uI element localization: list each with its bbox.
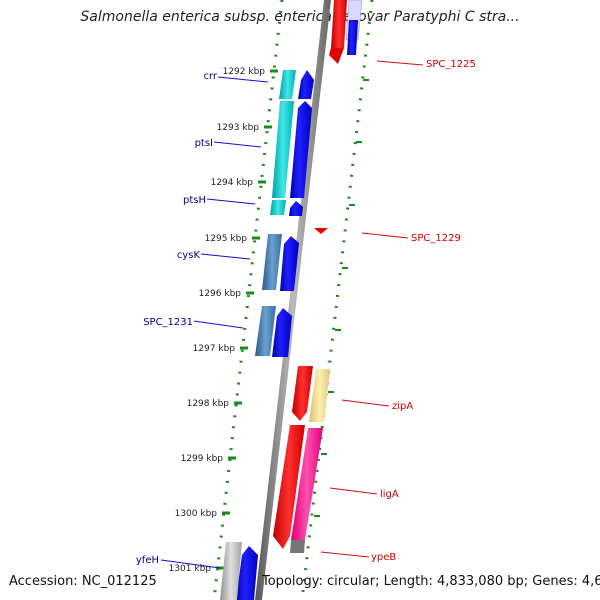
genome-backbone (255, 0, 331, 600)
gene-zipA-feature (292, 366, 313, 421)
gene-crr-feature (298, 70, 314, 99)
gene-ypeB-feature (290, 540, 305, 553)
gene-label-cysk[interactable]: cysK (177, 250, 201, 261)
gene-label-crr[interactable]: crr (203, 71, 217, 82)
gene-SPC1231-feature (272, 308, 292, 357)
kbp-ticks: 1292 kbp 1293 kbp 1294 kbp 1295 kbp 1296 kbp… (169, 67, 278, 574)
gene-label-spc1231[interactable]: SPC_1231 (143, 317, 193, 328)
tick-label: 1292 kbp (223, 67, 266, 77)
top-blue-feature-2 (347, 20, 358, 55)
zipA-yellow-feature (309, 369, 330, 422)
gene-cysK-feature (280, 236, 299, 291)
ligA-pink-feature (291, 428, 323, 540)
gene-label-ptsh[interactable]: ptsH (183, 195, 206, 206)
gc-dotted-ring-outer (300, 0, 374, 600)
topology-label: Topology: circular; Length: 4,833,080 bp… (262, 574, 600, 589)
accession-label: Accession: NC_012125 (9, 574, 157, 589)
other-left-features (220, 70, 296, 600)
gc-dotted-ring-inner (212, 0, 284, 600)
tick-label: 1298 kbp (187, 399, 230, 409)
right-gene-labels: SPC_1225 SPC_1229 zipA ligA ypeB (371, 59, 476, 563)
reverse-strand-features (273, 0, 347, 553)
tick-label: 1294 kbp (211, 178, 254, 188)
gene-ptsH-feature (289, 201, 303, 216)
tick-label: 1293 kbp (217, 123, 260, 133)
tick-label: 1299 kbp (181, 454, 224, 464)
gene-ligA-feature (273, 425, 305, 549)
gene-SPC1229-feature (314, 228, 328, 234)
right-edge-marks (314, 79, 369, 517)
gene-label-spc1225[interactable]: SPC_1225 (426, 59, 476, 70)
tick-label: 1300 kbp (175, 509, 218, 519)
tick-label: 1296 kbp (199, 289, 242, 299)
left-leader-lines (160, 76, 269, 569)
gene-ptsI-feature (290, 101, 312, 198)
gene-label-spc1229[interactable]: SPC_1229 (411, 233, 461, 244)
gene-label-ypeb[interactable]: ypeB (371, 552, 396, 563)
tick-label: 1297 kbp (193, 344, 236, 354)
forward-strand-features (236, 0, 363, 600)
tick-label: 1295 kbp (205, 234, 248, 244)
tick-label: 1301 kbp (169, 564, 212, 574)
gene-yfeH-feature (236, 546, 258, 600)
map-title: Salmonella enterica subsp. enterica sero… (80, 9, 520, 25)
gene-label-ptsi[interactable]: ptsI (195, 138, 213, 149)
gene-label-zipa[interactable]: zipA (392, 401, 413, 412)
left-gene-labels: crr ptsI ptsH cysK SPC_1231 yfeH (136, 71, 218, 566)
gene-label-liga[interactable]: ligA (380, 489, 399, 500)
top-red-feature (331, 0, 347, 48)
gene-label-yfeh[interactable]: yfeH (136, 555, 159, 566)
right-leader-lines (320, 60, 424, 558)
